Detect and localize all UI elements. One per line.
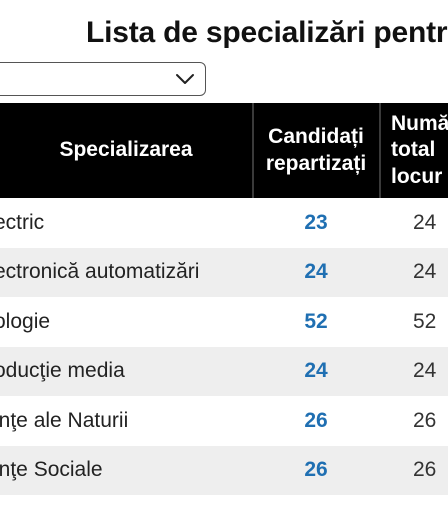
cell-candidates: 23 — [304, 210, 328, 234]
cell-total-places: 26 — [413, 408, 437, 432]
table-row: ologie 52 52 — [0, 297, 448, 347]
cell-candidates: 26 — [304, 458, 328, 482]
cell-candidates: 52 — [304, 309, 328, 333]
cell-total-places: 24 — [413, 260, 437, 284]
specializations-table: Specializarea Candidați repartizați Numă… — [0, 103, 448, 495]
chevron-down-icon — [176, 74, 194, 84]
table-row: oducţie media 24 24 — [0, 346, 448, 396]
table-row: ectronică automatizări 24 24 — [0, 247, 448, 297]
column-divider — [379, 103, 381, 198]
cell-specialization: inţe Sociale — [0, 458, 103, 482]
cell-specialization: inţe ale Naturii — [0, 408, 129, 432]
table-body: ectric 23 24 ectronică automatizări 24 2… — [0, 198, 448, 495]
cell-total-places: 24 — [413, 359, 437, 383]
column-header-candidates[interactable]: Candidați repartizați — [265, 125, 367, 175]
specialization-filter-select[interactable] — [0, 62, 206, 96]
page-title: Lista de specializări pentr — [86, 16, 448, 49]
table-row: ectric 23 24 — [0, 198, 448, 248]
cell-specialization: ectronică automatizări — [0, 260, 200, 284]
table-row: inţe ale Naturii 26 26 — [0, 396, 448, 446]
cell-total-places: 24 — [413, 210, 437, 234]
cell-total-places: 26 — [413, 458, 437, 482]
table-row: inţe Sociale 26 26 — [0, 445, 448, 495]
cell-specialization: ectric — [0, 210, 45, 234]
cell-candidates: 24 — [304, 359, 328, 383]
cell-total-places: 52 — [413, 309, 437, 333]
column-header-specialization[interactable]: Specializarea — [59, 138, 193, 162]
cell-specialization: oducţie media — [0, 359, 125, 383]
column-divider — [252, 103, 254, 198]
cell-candidates: 26 — [304, 408, 328, 432]
cell-specialization: ologie — [0, 309, 51, 333]
cell-candidates: 24 — [304, 260, 328, 284]
column-header-total-places[interactable]: Numă total locur — [391, 112, 448, 188]
table-header: Specializarea Candidați repartizați Numă… — [0, 103, 448, 198]
